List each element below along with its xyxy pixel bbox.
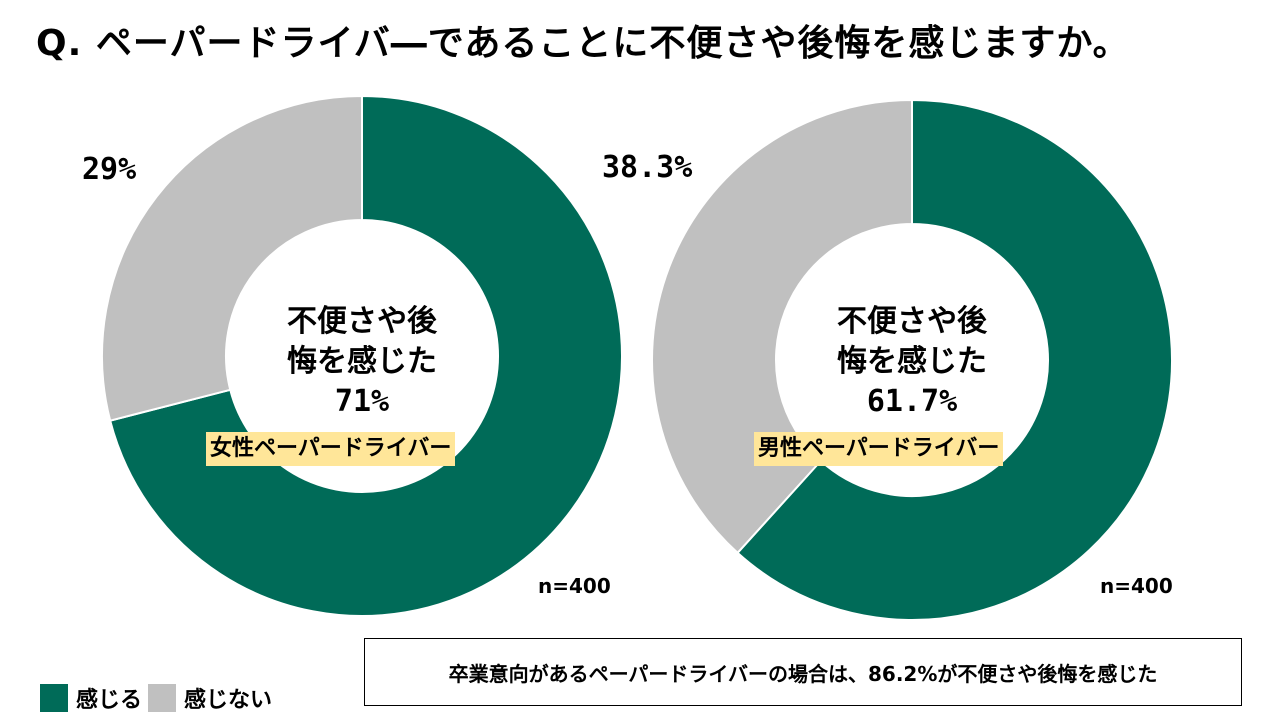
donut-svg-male (652, 100, 1172, 620)
center-line-1: 不便さや後 (287, 304, 437, 339)
donut-center-text: 不便さや後 悔を感じた 71% (262, 302, 462, 422)
center-value: 61.7% (866, 384, 958, 419)
chart-title: Q. ペーパードライバ―であることに不便さや後悔を感じますか。 (36, 23, 1130, 64)
legend-label-feel: 感じる (76, 688, 143, 713)
legend: 感じる 感じない (40, 682, 278, 714)
slice-notfeel (102, 96, 363, 422)
center-line-1: 不便さや後 (837, 304, 987, 339)
slice-feel (736, 100, 1172, 620)
note-box: 卒業意向があるペーパードライバーの場合は、86.2%が不便さや後悔を感じた (364, 638, 1242, 706)
sample-size-male: n=400 (1100, 574, 1173, 598)
donut-chart-female: 不便さや後 悔を感じた 71% 女性ペーパードライバー (102, 96, 622, 616)
legend-label-notfeel: 感じない (184, 688, 273, 713)
group-label-male: 男性ペーパードライバー (754, 432, 1004, 466)
note-text: 卒業意向があるペーパードライバーの場合は、86.2%が不便さや後悔を感じた (448, 661, 1158, 686)
slice-label-notfeel-female: 29% (82, 152, 137, 187)
donut-center-text: 不便さや後 悔を感じた 61.7% (812, 302, 1012, 422)
center-value: 71% (334, 384, 390, 419)
legend-swatch-feel (40, 684, 68, 712)
slice-label-notfeel-male: 38.3% (602, 150, 693, 185)
donut-svg-female (102, 96, 622, 616)
group-label-female: 女性ペーパードライバー (206, 432, 456, 466)
center-line-2: 悔を感じた (287, 344, 437, 379)
slice-notfeel (652, 100, 913, 555)
center-line-2: 悔を感じた (837, 344, 987, 379)
slice-feel (108, 96, 622, 616)
sample-size-female: n=400 (538, 574, 611, 598)
donut-chart-male: 不便さや後 悔を感じた 61.7% 男性ペーパードライバー (652, 100, 1172, 620)
legend-swatch-notfeel (148, 684, 177, 712)
